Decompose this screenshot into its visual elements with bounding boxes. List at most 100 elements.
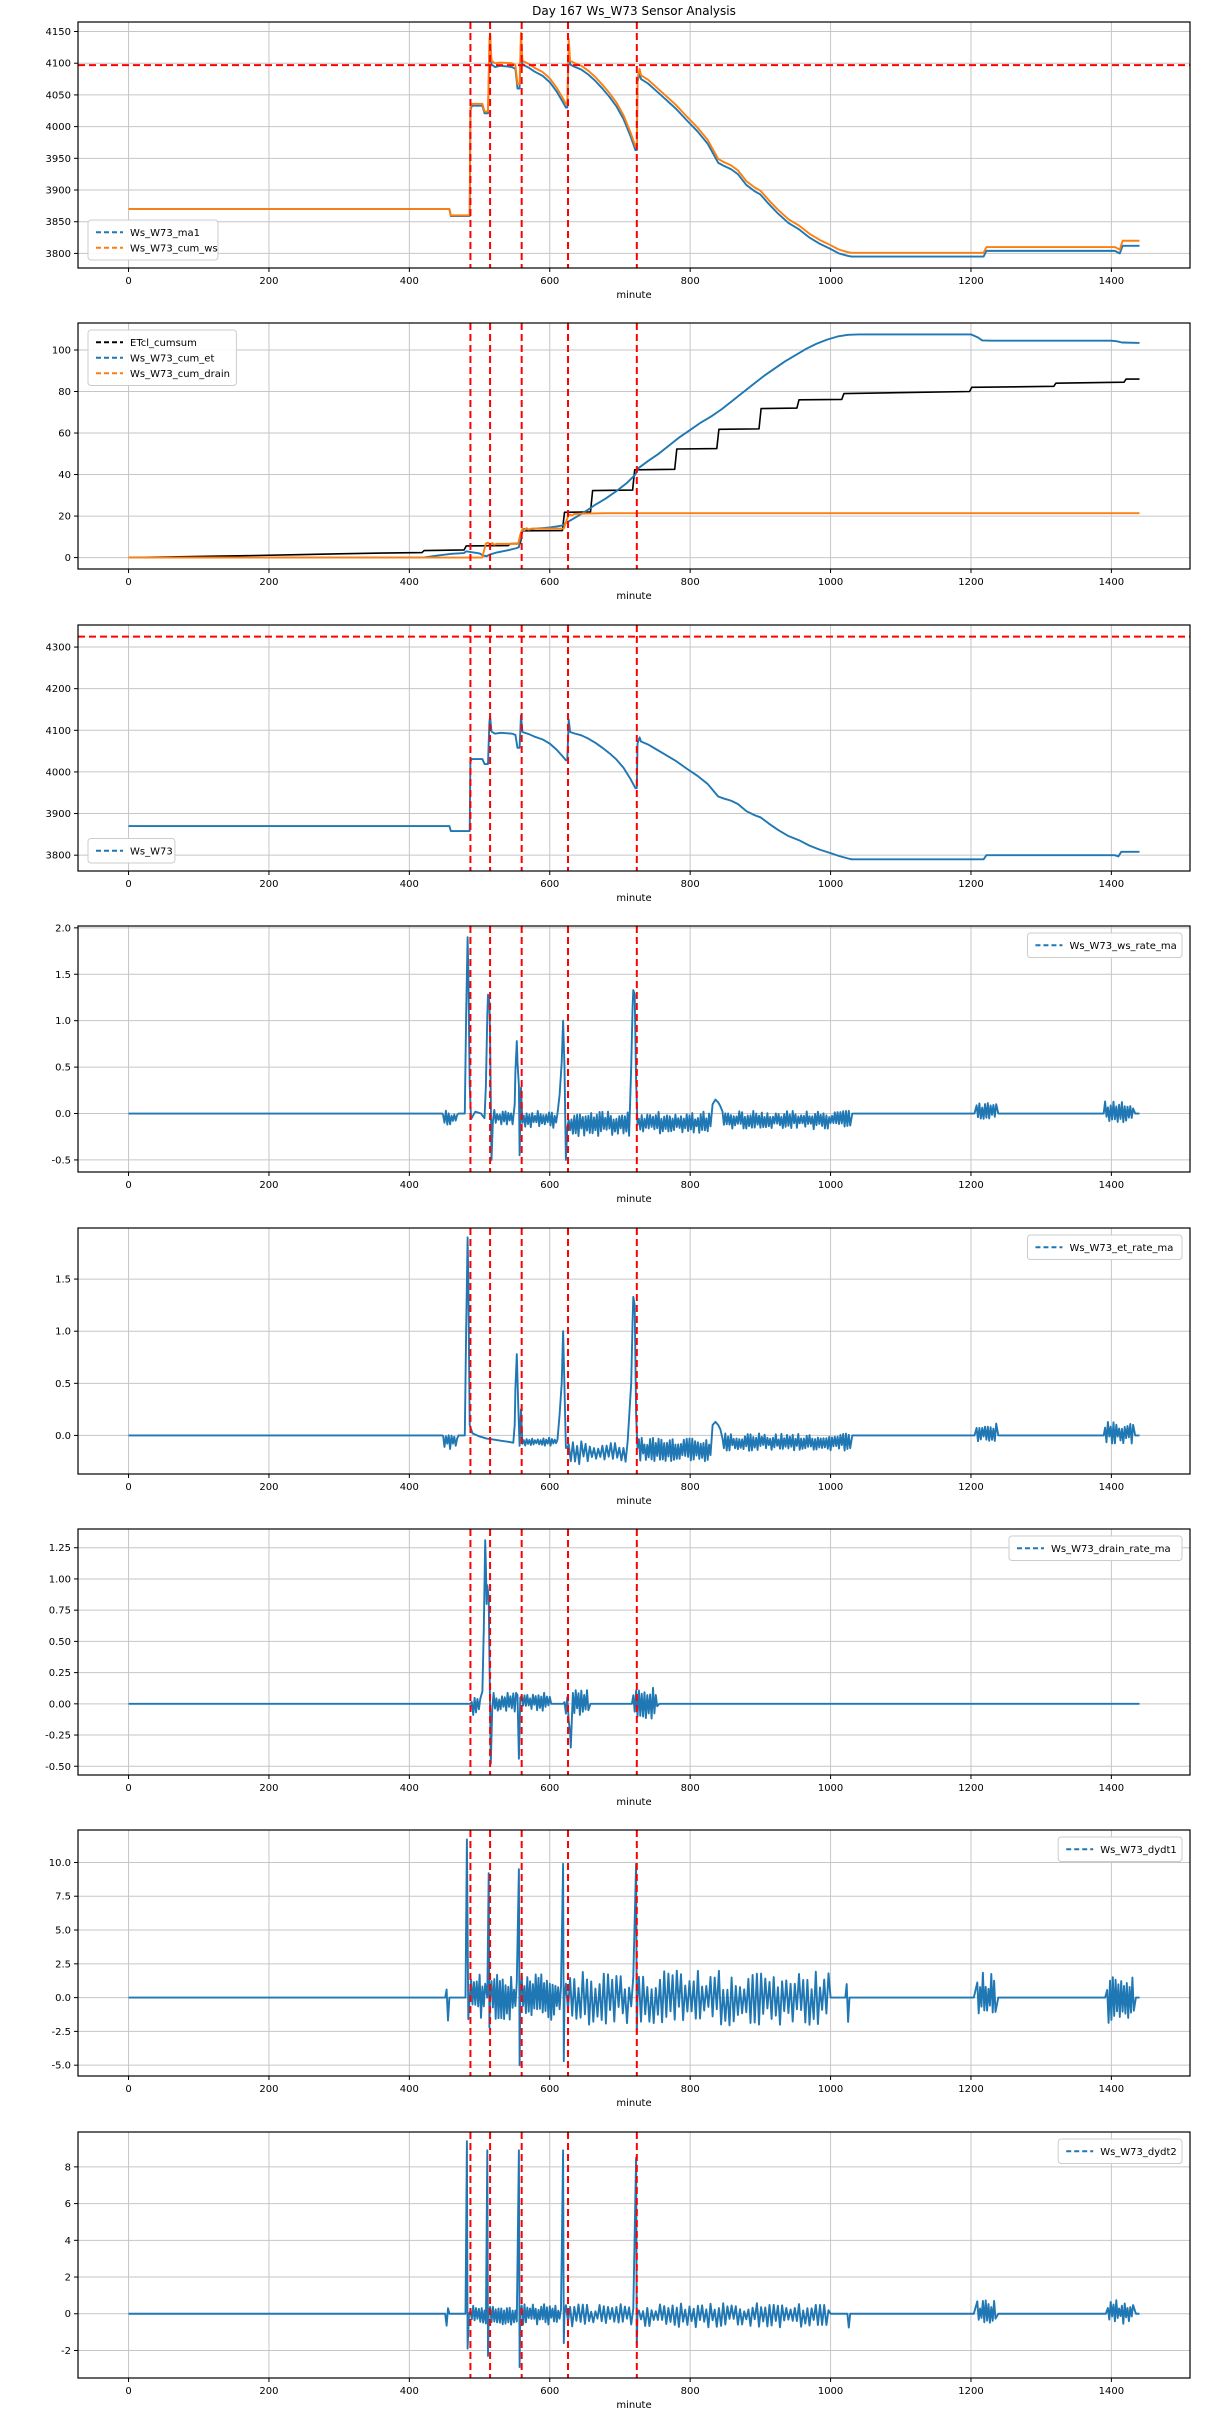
axes-frame (77, 1227, 1191, 1475)
svg-text:1.5: 1.5 (55, 970, 71, 981)
gridlines (78, 1529, 1190, 1775)
svg-text:1.0: 1.0 (55, 1016, 71, 1027)
svg-text:1200: 1200 (958, 577, 983, 588)
svg-text:1.25: 1.25 (49, 1543, 71, 1554)
gridlines (78, 22, 1190, 268)
svg-text:1000: 1000 (818, 1783, 843, 1794)
axes-frame (77, 1528, 1191, 1776)
legend-label: Ws_W73_cum_ws (130, 243, 218, 254)
legend: Ws_W73_ma1 Ws_W73_cum_ws (87, 219, 219, 261)
subplot-ws-rate-ma: 0 200 400 600 800 1000 1200 1400 -0.5 0.0 0.5 1.0 1.… (0, 904, 1211, 1206)
svg-text:-2: -2 (61, 2346, 71, 2357)
tick-marks (74, 349, 1112, 573)
series-Ws_W73_cum_drain (128, 512, 1140, 559)
svg-text:800: 800 (681, 879, 700, 890)
svg-text:3950: 3950 (46, 154, 71, 165)
chart-canvas: 0 200 400 600 800 1000 1200 1400 -2 0 2 4 6 8 minute Ws… (61, 2131, 1191, 2411)
svg-text:600: 600 (540, 1783, 559, 1794)
svg-text:0: 0 (125, 879, 131, 890)
x-tick-labels: 0 200 400 600 800 1000 1200 1400 (125, 1482, 1124, 1493)
legend-label: Ws_W73_et_rate_ma (1069, 1243, 1173, 1254)
x-axis-label: minute (616, 1797, 651, 1808)
svg-text:400: 400 (400, 1783, 419, 1794)
event-vlines (469, 1529, 638, 1775)
subplot-cumsums: 0 200 400 600 800 1000 1200 1400 0 20 40 60 80 100 min… (0, 301, 1211, 603)
series-Ws_W73_cum_et (128, 333, 1140, 559)
tick-marks (74, 927, 1112, 1176)
series-group (128, 2140, 1140, 2368)
axes-frame (77, 925, 1191, 1173)
axes-frame (77, 21, 1191, 269)
chart-canvas: 0 200 400 600 800 1000 1200 1400 -0.5 0.0 0.5 1.0 1.… (51, 923, 1191, 1205)
svg-text:1200: 1200 (958, 879, 983, 890)
tick-marks (74, 646, 1112, 875)
svg-text:0: 0 (125, 2386, 131, 2397)
figure-title: Day 167 Ws_W73 Sensor Analysis (532, 4, 736, 18)
svg-text:5.0: 5.0 (55, 1926, 71, 1937)
x-axis-label: minute (616, 2400, 651, 2411)
legend: Ws_W73_dydt2 (1057, 2138, 1183, 2164)
svg-text:200: 200 (259, 276, 278, 287)
event-vlines (78, 22, 1190, 268)
event-vlines (469, 323, 638, 569)
event-vlines (469, 926, 638, 1172)
legend: Ws_W73_ws_rate_ma (1026, 932, 1183, 958)
svg-text:-5.0: -5.0 (51, 2061, 71, 2072)
svg-text:3850: 3850 (46, 217, 71, 228)
chart-canvas: 0 200 400 600 800 1000 1200 1400 3800 3900 4000 410… (46, 624, 1191, 904)
svg-text:3800: 3800 (46, 851, 71, 862)
svg-text:80: 80 (58, 387, 71, 398)
legend-label: Ws_W73_cum_et (130, 353, 214, 364)
series-group (128, 1838, 1140, 2067)
y-tick-labels: -0.50 -0.25 0.00 0.25 0.50 0.75 1.00 1.25 (45, 1543, 71, 1773)
svg-text:1400: 1400 (1099, 1783, 1124, 1794)
x-tick-labels: 0 200 400 600 800 1000 1200 1400 (125, 879, 1124, 890)
svg-text:200: 200 (259, 879, 278, 890)
svg-text:600: 600 (540, 2084, 559, 2095)
svg-text:100: 100 (52, 345, 71, 356)
legend-label: ETcl_cumsum (130, 338, 197, 349)
subplot-et-rate-ma: 0 200 400 600 800 1000 1200 1400 0.0 0.5 1.0 1.5 min… (0, 1206, 1211, 1508)
svg-text:40: 40 (58, 470, 71, 481)
svg-text:1400: 1400 (1099, 276, 1124, 287)
svg-text:0.5: 0.5 (55, 1379, 71, 1390)
svg-text:1.0: 1.0 (55, 1327, 71, 1338)
legend: ETcl_cumsum Ws_W73_cum_et Ws_W73_cum_drain (87, 329, 237, 386)
svg-text:1400: 1400 (1099, 2386, 1124, 2397)
svg-text:0.50: 0.50 (49, 1637, 71, 1648)
y-tick-labels: 0 20 40 60 80 100 (52, 345, 71, 564)
svg-text:3900: 3900 (46, 809, 71, 820)
series-Ws_W73_ws_rate_ma (128, 936, 1140, 1161)
svg-text:0: 0 (125, 2084, 131, 2095)
legend-label: Ws_W73_ma1 (130, 228, 200, 239)
series-group (128, 1539, 1140, 1765)
legend: Ws_W73_et_rate_ma (1026, 1234, 1183, 1260)
gridlines (78, 625, 1190, 871)
svg-text:4150: 4150 (46, 27, 71, 38)
svg-text:200: 200 (259, 2386, 278, 2397)
svg-text:600: 600 (540, 1180, 559, 1191)
legend: Ws_W73 (87, 838, 176, 864)
svg-text:600: 600 (540, 577, 559, 588)
x-axis-label: minute (616, 1194, 651, 1205)
subplot-drain-rate-ma: 0 200 400 600 800 1000 1200 1400 -0.50 -0.25 0.00 0… (0, 1507, 1211, 1809)
svg-text:1000: 1000 (818, 1180, 843, 1191)
svg-text:200: 200 (259, 1783, 278, 1794)
tick-marks (74, 1278, 1112, 1478)
svg-text:1000: 1000 (818, 2386, 843, 2397)
x-axis-label: minute (616, 1496, 651, 1507)
svg-text:1200: 1200 (958, 2084, 983, 2095)
series-group (128, 31, 1140, 258)
legend: Ws_W73_dydt1 (1057, 1836, 1183, 1862)
svg-text:600: 600 (540, 276, 559, 287)
y-tick-labels: 3800 3900 4000 4100 4200 4300 (46, 643, 71, 862)
svg-text:0: 0 (65, 553, 71, 564)
svg-text:0: 0 (125, 276, 131, 287)
svg-text:0: 0 (125, 1180, 131, 1191)
legend-label: Ws_W73_cum_drain (130, 369, 230, 380)
series-group (128, 333, 1140, 559)
x-tick-labels: 0 200 400 600 800 1000 1200 1400 (125, 276, 1124, 287)
svg-text:400: 400 (400, 879, 419, 890)
svg-text:10.0: 10.0 (49, 1858, 71, 1869)
